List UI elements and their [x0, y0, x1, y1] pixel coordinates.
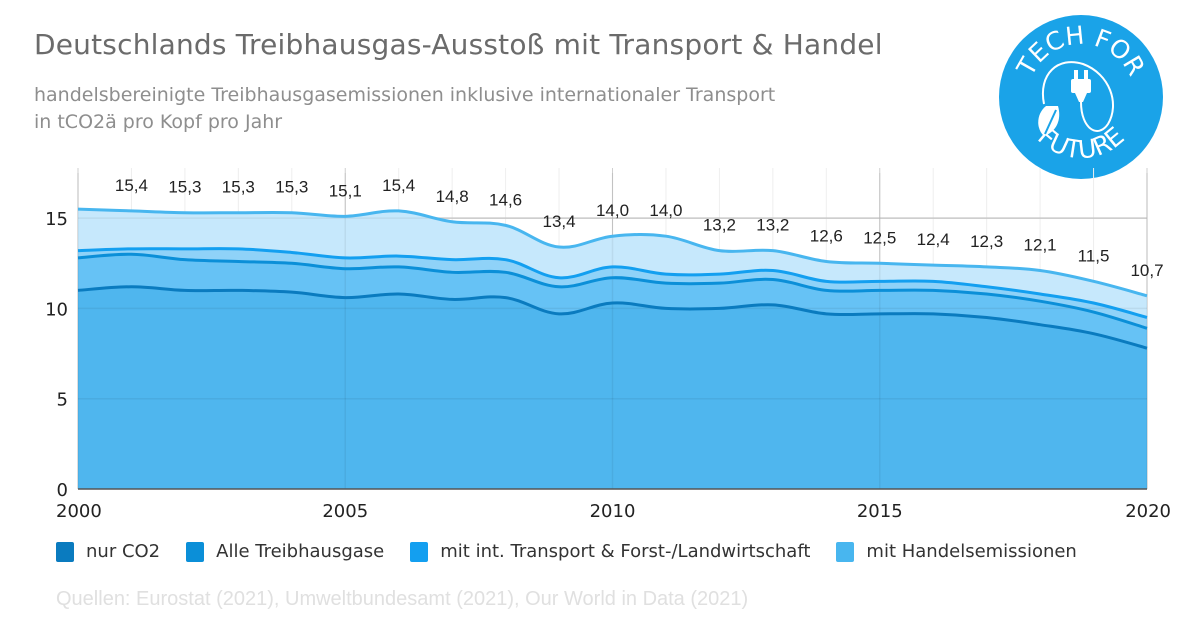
legend-item-handelsemissionen[interactable]: mit Handelsemissionen	[836, 541, 1077, 562]
legend-swatch	[186, 541, 205, 562]
legend-label: mit Handelsemissionen	[866, 541, 1077, 562]
y-tick-label: 0	[57, 480, 68, 501]
data-label: 15,1	[329, 181, 362, 200]
data-label: 14,8	[436, 187, 469, 206]
legend-label: mit int. Transport & Forst-/Landwirtscha…	[440, 541, 811, 562]
data-label: 13,2	[756, 216, 789, 235]
chart-subtitle: handelsbereinigte Treibhausgasemissionen…	[34, 82, 775, 136]
data-label: 15,4	[382, 176, 415, 195]
series-line-1	[77, 252, 1148, 330]
data-label: 10,7	[1130, 261, 1163, 280]
data-label: 15,4	[115, 176, 148, 195]
y-tick-label: 5	[57, 390, 68, 411]
data-label: 14,0	[596, 201, 629, 220]
series-line-0	[77, 285, 1148, 350]
x-tick-label: 2010	[590, 501, 636, 522]
legend-label: nur CO2	[86, 541, 161, 562]
chart-title: Deutschlands Treibhausgas-Ausstoß mit Tr…	[34, 28, 883, 61]
legend-item-alle-treibhausgase[interactable]: Alle Treibhausgase	[186, 541, 384, 562]
data-label: 12,5	[863, 228, 896, 247]
data-label: 12,3	[970, 232, 1003, 251]
series-line-2	[77, 247, 1148, 319]
legend: nur CO2 Alle Treibhausgase mit int. Tran…	[56, 541, 1103, 562]
x-tick-label: 2000	[56, 501, 102, 522]
series-line-3	[77, 207, 1148, 298]
tech-for-future-logo: TECH FOR FUTURE	[999, 15, 1163, 179]
x-tick-label: 2005	[322, 501, 368, 522]
source-note: Quellen: Eurostat (2021), Umweltbundesam…	[56, 588, 749, 610]
data-label: 14,0	[649, 201, 682, 220]
area-0	[78, 286, 1147, 489]
data-label: 11,5	[1078, 246, 1110, 265]
data-label: 14,6	[489, 190, 522, 209]
axes: 0 5 10 15 2000 2005 2010 2015 2020	[45, 209, 1171, 522]
y-tick-label: 10	[45, 299, 68, 320]
data-label: 15,3	[275, 178, 308, 197]
legend-swatch	[410, 541, 429, 562]
legend-swatch	[56, 541, 74, 562]
x-tick-label: 2015	[857, 501, 903, 522]
data-label: 12,1	[1024, 236, 1057, 255]
data-label: 13,2	[703, 216, 736, 235]
data-label: 12,6	[810, 226, 843, 245]
data-label: 15,3	[168, 178, 201, 197]
series-lines	[77, 207, 1148, 350]
legend-item-nur-co2[interactable]: nur CO2	[56, 541, 160, 562]
legend-label: Alle Treibhausgase	[216, 541, 385, 562]
data-label: 13,4	[543, 212, 576, 231]
data-label: 12,4	[917, 230, 950, 249]
subtitle-line-2: in tCO2ä pro Kopf pro Jahr	[34, 111, 283, 133]
data-labels: 15,4 15,3 15,3 15,3 15,1 15,4 14,8 14,6 13,4 14,0…	[115, 176, 1164, 280]
subtitle-line-1: handelsbereinigte Treibhausgasemissionen…	[34, 84, 776, 106]
area-layers	[77, 173, 1148, 489]
data-label: 15,3	[222, 178, 255, 197]
plug-icon	[1041, 61, 1114, 132]
legend-swatch	[836, 541, 855, 562]
legend-item-int-transport[interactable]: mit int. Transport & Forst-/Landwirtscha…	[410, 541, 810, 562]
x-tick-label: 2020	[1125, 501, 1171, 522]
y-tick-label: 15	[45, 209, 68, 230]
